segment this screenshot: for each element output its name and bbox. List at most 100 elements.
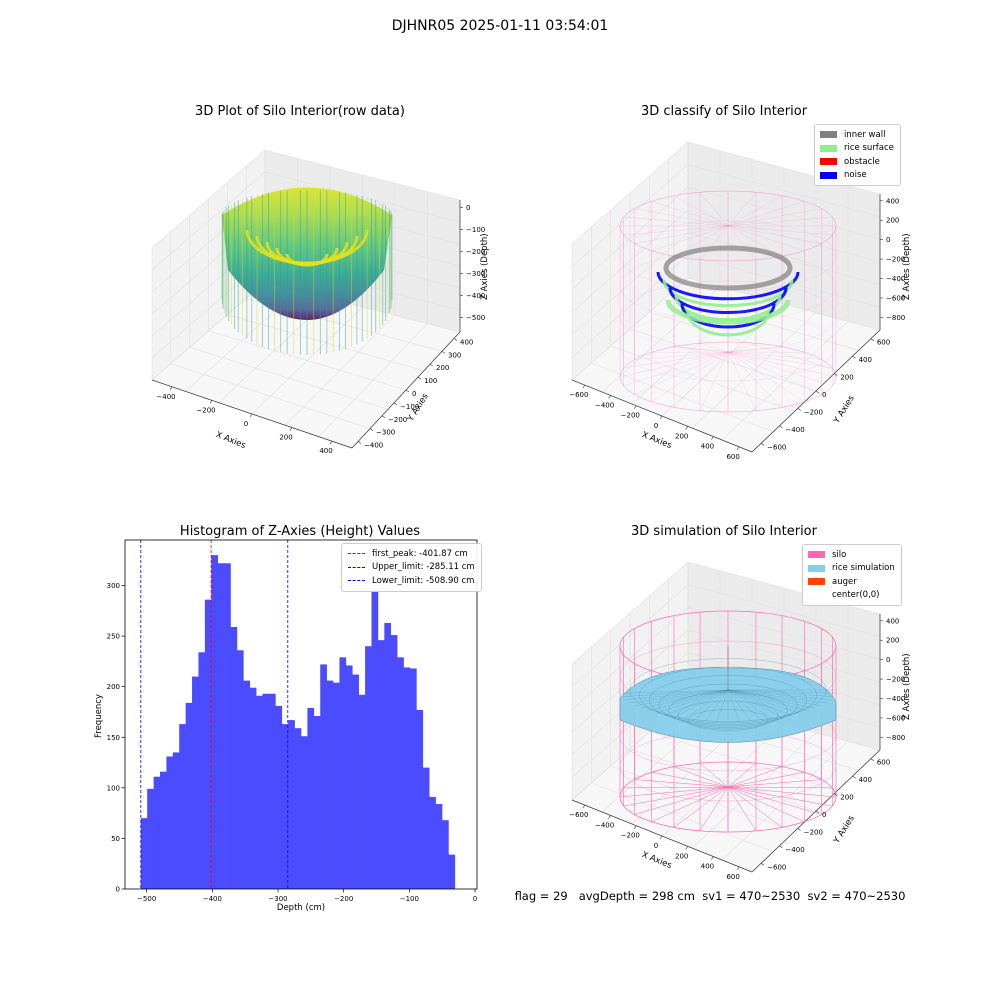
plot4-3d-simulation: −600 −400 −200 0 200 400 600 −600 −400 −200 0 200 40… [569,561,905,881]
plot2-zlabel: Z Axies (Depth) [902,233,912,300]
plot2-legend: inner wall rice surface obstacle noise [814,124,901,186]
y-tick-label: −200 [804,828,823,836]
histogram-bar [403,667,411,889]
x-tick-label: 200 [279,434,292,442]
plot3-title: Histogram of Z-Axies (Height) Values [179,524,421,539]
obstacle-swatch [820,158,837,166]
plot3-legend: first_peak: -401.87 cm Upper_limit: -285… [341,543,482,592]
plot1-zlabel: Z Axies (Depth) [480,233,490,300]
silo-floor-spoke [651,786,729,822]
left-pane-hgrid [151,171,266,271]
y-tick-mark [393,402,398,406]
plot3-xlabel: Depth (cm) [276,903,326,913]
y-tick-label: 150 [107,734,120,742]
silo-floor-spoke [727,786,805,822]
y-tick-mark [381,415,386,419]
histogram-axes-frame [124,539,478,890]
x-tick-mark [608,815,611,819]
histogram-bar [358,694,366,889]
y-tick-mark [852,355,856,359]
x-tick-label: 400 [701,863,714,871]
legend-label: obstacle [844,156,880,167]
rice-surface-mesh [727,689,762,721]
y-tick-mark [760,863,765,866]
x-tick-mark [685,846,688,850]
y-tick-label: −600 [767,863,786,871]
rice-surface-mesh [727,689,809,712]
histogram-bar [230,626,238,889]
z-tick-label: −400 [886,275,905,283]
silo-floor-spoke [623,786,729,789]
histogram-bar [409,668,417,889]
inner-wall-points [663,245,793,291]
z-tick-label: 0 [886,656,890,664]
x-tick-mark [634,405,637,409]
right-pane-hgrid [687,164,881,217]
rice-surface-mesh [620,689,729,694]
histogram-bar [384,622,392,889]
x-tick-label: −200 [196,406,215,414]
plot2-3d-classify: −600 −400 −200 0 200 400 600 −600 −400 −200 0 200 40… [569,141,905,461]
histogram-bar [172,752,180,889]
silo-floor-spoke [700,343,729,353]
plot1-title: 3D Plot of Silo Interior(row data) [195,104,405,119]
rice-surface-mesh [727,689,834,697]
y-tick-label: 200 [840,374,853,382]
y-tick-label: 50 [111,835,120,843]
x-tick-label: 0 [654,422,658,430]
histogram-bar [249,687,257,889]
histogram-bar [140,818,148,889]
histogram-bar [416,709,424,889]
y-tick-mark [834,793,838,796]
rice-surface-mesh [694,689,729,721]
silo-floor-spoke [727,779,822,788]
rice-surface-mesh [664,689,729,716]
rice-surface-mesh [727,689,783,718]
z-tick-label: 200 [886,217,899,225]
silo-floor-spoke [727,766,783,788]
silo-roof-spoke [699,225,729,260]
silo-ring [619,220,837,292]
left-pane-hgrid [571,164,689,267]
histogram-bar [217,563,225,889]
silo-roof-spoke [634,225,729,244]
y-tick-mark [797,408,801,411]
silo-floor-spoke [651,772,729,788]
z-tick-label: −100 [466,226,485,234]
legend-label: center(0,0) [832,590,880,601]
histogram-bar [320,664,327,889]
silo-ring [619,310,837,382]
y-tick-label: −600 [767,443,786,451]
histogram-bar [204,599,212,889]
x-tick-label: 600 [726,453,739,461]
x-tick-mark [736,446,740,451]
silo-floor-spoke [673,351,729,408]
y-tick-label: 600 [877,339,890,347]
lower-limit-line-swatch [348,580,365,582]
x-tick-mark [209,400,213,404]
y-tick-mark [453,338,458,341]
silo-roof-spoke [673,225,729,257]
silo-roof-spoke [727,208,822,227]
legend-item-rice-surface: rice surface [820,142,894,156]
y-tick-mark [779,845,783,849]
histogram-bar [390,635,398,889]
rice-surface-mesh [727,689,751,721]
legend-item-obstacle: obstacle [820,155,894,169]
rice-surface-mesh [629,689,729,703]
x-tick-label: −200 [621,832,640,840]
legend-label: silo [832,549,847,560]
x-tick-label: 0 [244,420,248,428]
y-tick-mark [405,389,410,393]
x-tick-mark [711,436,714,440]
legend-label: noise [844,170,867,181]
floor-pane [572,278,880,452]
silo-floor-spoke [727,343,756,353]
x-tick-mark [608,395,611,399]
silo-floor-spoke [619,786,729,798]
silo-floor-spoke [634,786,729,815]
silo-floor-spoke [651,351,729,402]
histogram-bar [262,693,270,889]
z-tick-label: −400 [886,695,905,703]
rice-surface-mesh [647,689,729,712]
